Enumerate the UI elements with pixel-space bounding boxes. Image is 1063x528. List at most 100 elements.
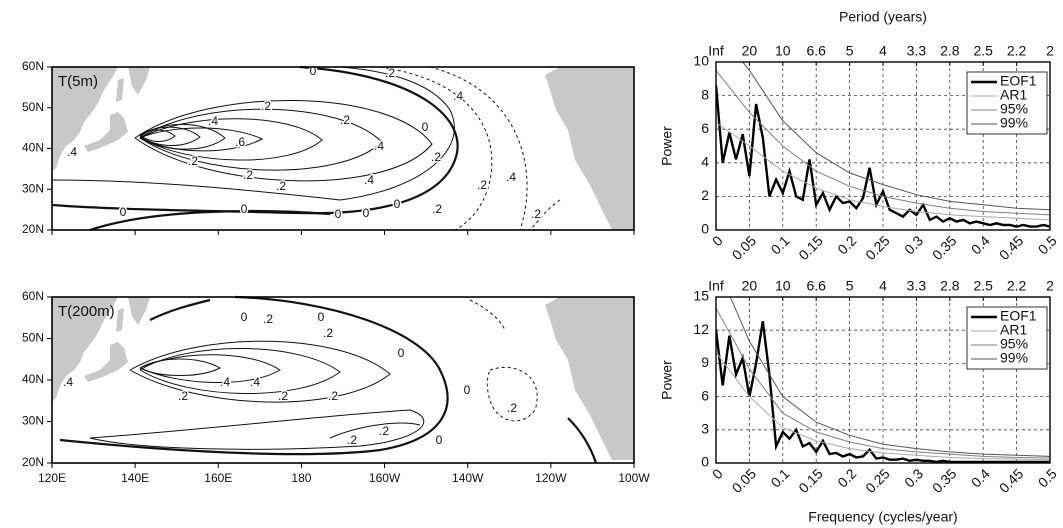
panel-label: T(200m): [58, 303, 115, 320]
x-tick-label: 0.15: [795, 465, 826, 496]
x2-tick-label: 3.3: [907, 43, 927, 59]
contour-label: .2: [340, 113, 350, 127]
contour-label: .2: [477, 178, 487, 192]
land: [52, 297, 634, 460]
legend-label: 95%: [1000, 101, 1028, 117]
x2-tick-label: 20: [742, 43, 758, 59]
x2-tick-label: 2.2: [1007, 43, 1027, 59]
y-tick-label: 10: [693, 53, 709, 69]
contour-label: .2: [431, 150, 441, 164]
series-line: [716, 351, 1050, 461]
y-tick-label: 3: [701, 421, 709, 437]
x2-tick-label: 2.8: [940, 278, 960, 294]
contour-label: .4: [250, 375, 260, 389]
map-top: [51, 65, 634, 232]
legend-label: AR1: [1000, 322, 1027, 338]
x-tick-label: 0.35: [929, 465, 960, 496]
contour-label: 0: [310, 64, 317, 78]
contour-label: .4: [506, 170, 516, 184]
y-tick-label: 30N: [22, 181, 44, 195]
x-tick-label: 0.5: [1035, 465, 1060, 490]
x2-tick-label: 5: [846, 43, 854, 59]
x2-tick-label: 2: [1046, 278, 1054, 294]
x-tick-label: 0.3: [901, 465, 926, 490]
x-tick-label: 0.25: [862, 232, 893, 263]
y-tick-label: 8: [701, 86, 709, 102]
x2-tick-label: 4: [879, 278, 887, 294]
legend-label: 99%: [1000, 115, 1028, 131]
contour-label: .2: [263, 312, 273, 326]
x-tick-label: 0.15: [795, 232, 826, 263]
contours: [59, 295, 598, 464]
contour-label: .6: [235, 135, 245, 149]
y-tick-label: 0: [701, 221, 709, 237]
contour-label: .4: [453, 89, 463, 103]
x2-tick-label: 10: [775, 43, 791, 59]
y-tick-label: 60N: [22, 289, 44, 303]
x-tick-label: 0.2: [834, 465, 859, 490]
panel-label: T(5m): [58, 73, 98, 90]
y-tick-label: 12: [693, 321, 709, 337]
contour-label: 0: [241, 202, 248, 216]
legend-label: 95%: [1000, 336, 1028, 352]
contour-label: .2: [276, 179, 286, 193]
contour-label: .2: [261, 99, 271, 113]
series-line: [716, 70, 1050, 216]
x-tick-label: 0.1: [767, 232, 792, 257]
contour-label: .4: [67, 145, 77, 159]
x2-tick-label: 5: [846, 278, 854, 294]
y-tick-label: 60N: [22, 59, 44, 73]
x2-tick-label: 2.5: [973, 278, 993, 294]
contour-label: .2: [432, 202, 442, 216]
y-tick-label: 40N: [22, 141, 44, 155]
land: [52, 67, 634, 230]
contour-label: .2: [328, 389, 338, 403]
series-line: [716, 307, 1050, 459]
series-line: [716, 85, 1050, 228]
contour-label: .2: [278, 389, 288, 403]
contour-label: 0: [436, 433, 443, 447]
x2-tick-label: Inf: [708, 278, 724, 294]
y-tick-label: 6: [701, 120, 709, 136]
contour-label: 0: [318, 310, 325, 324]
x2-tick-label: 2.8: [940, 43, 960, 59]
x2-tick-label: 4: [879, 43, 887, 59]
x-tick-label: 100W: [618, 471, 650, 485]
y-tick-label: 0: [701, 454, 709, 470]
x-tick-label: 140W: [452, 471, 484, 485]
map-overlay: T(5m) .2 0 .2 .4 .4 .2 0 .6 .4 .2 .4 .2 .2 .2 .4 .2 .4 0 0 0…: [22, 59, 635, 236]
x2-tick-label: Inf: [708, 43, 724, 59]
x-tick-label: 0: [709, 465, 726, 482]
map-bottom: [52, 295, 634, 464]
x-tick-label: 0.35: [929, 232, 960, 263]
x-axis-label: Frequency (cycles/year): [808, 509, 957, 525]
x-tick-label: 160E: [204, 471, 232, 485]
contour-label: .2: [243, 168, 253, 182]
y-tick-label: 20N: [22, 455, 44, 469]
x-tick-label: 120E: [38, 471, 66, 485]
x-tick-label: 0.05: [729, 232, 760, 263]
contour-label: 0: [394, 197, 401, 211]
y-tick-label: 2: [701, 187, 709, 203]
series-line: [742, 62, 1050, 211]
contour-label: .4: [364, 173, 374, 187]
plot-frame: [715, 296, 1051, 464]
x2-tick-label: 3.3: [907, 278, 927, 294]
y-axis-label: Power: [659, 126, 675, 166]
contour-label: .4: [208, 114, 218, 128]
y-tick-label: 50N: [22, 331, 44, 345]
legend-label: AR1: [1000, 87, 1027, 103]
contour-label: .2: [323, 326, 333, 340]
x-tick-label: 0.25: [862, 465, 893, 496]
x2-tick-label: 2: [1046, 43, 1054, 59]
y-tick-label: 6: [701, 387, 709, 403]
x2-tick-label: 20: [742, 278, 758, 294]
x-tick-label: 0.1: [767, 465, 792, 490]
contour-label: 0: [120, 205, 127, 219]
legend-label: EOF1: [1000, 73, 1037, 89]
y-tick-label: 30N: [22, 414, 44, 428]
x2-tick-label: 10: [775, 278, 791, 294]
x-tick-label: 120W: [535, 471, 567, 485]
